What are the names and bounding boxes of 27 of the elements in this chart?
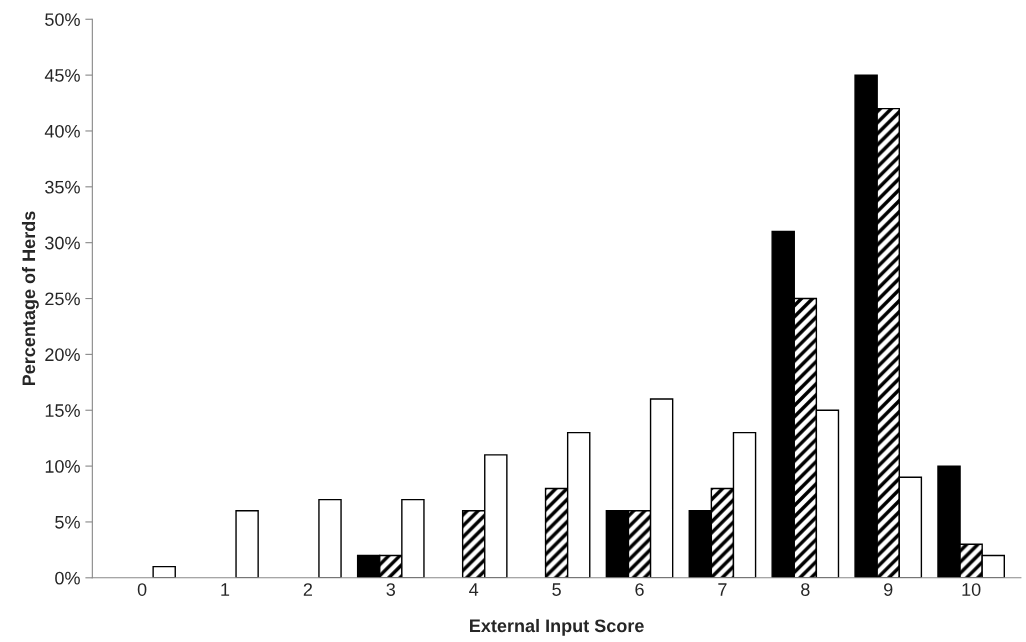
y-axis-title: Percentage of Herds — [21, 211, 39, 386]
x-tick-label: 10 — [962, 583, 981, 596]
x-tick-label: 8 — [801, 583, 810, 596]
bar — [235, 510, 259, 578]
x-axis-title: External Input Score — [470, 618, 644, 636]
y-tick-label: 25% — [45, 292, 80, 306]
y-tick-label: 20% — [45, 348, 80, 362]
y-tick-label: 15% — [45, 404, 80, 417]
x-tick-label: 4 — [469, 583, 479, 596]
x-tick-label: 6 — [635, 583, 644, 596]
y-tick-label: 40% — [44, 124, 80, 138]
y-tick-label: 35% — [45, 180, 80, 194]
y-tick-label: 45% — [44, 69, 80, 82]
y-tick-label: 0% — [55, 571, 80, 585]
x-tick-label: 1 — [221, 583, 230, 596]
x-tick-label: 7 — [718, 583, 727, 596]
y-tick-label: 50% — [45, 13, 80, 26]
y-tick-label: 5% — [55, 515, 80, 529]
x-tick-label: 0 — [137, 583, 147, 596]
x-tick-label: 5 — [552, 583, 561, 596]
x-tick-label: 9 — [884, 583, 893, 596]
bar — [152, 565, 176, 578]
x-tick-label: 2 — [303, 583, 313, 596]
bar — [318, 498, 342, 578]
y-tick-label: 30% — [45, 236, 80, 250]
y-tick-label: 10% — [45, 460, 80, 473]
x-tick-label: 3 — [386, 583, 396, 596]
